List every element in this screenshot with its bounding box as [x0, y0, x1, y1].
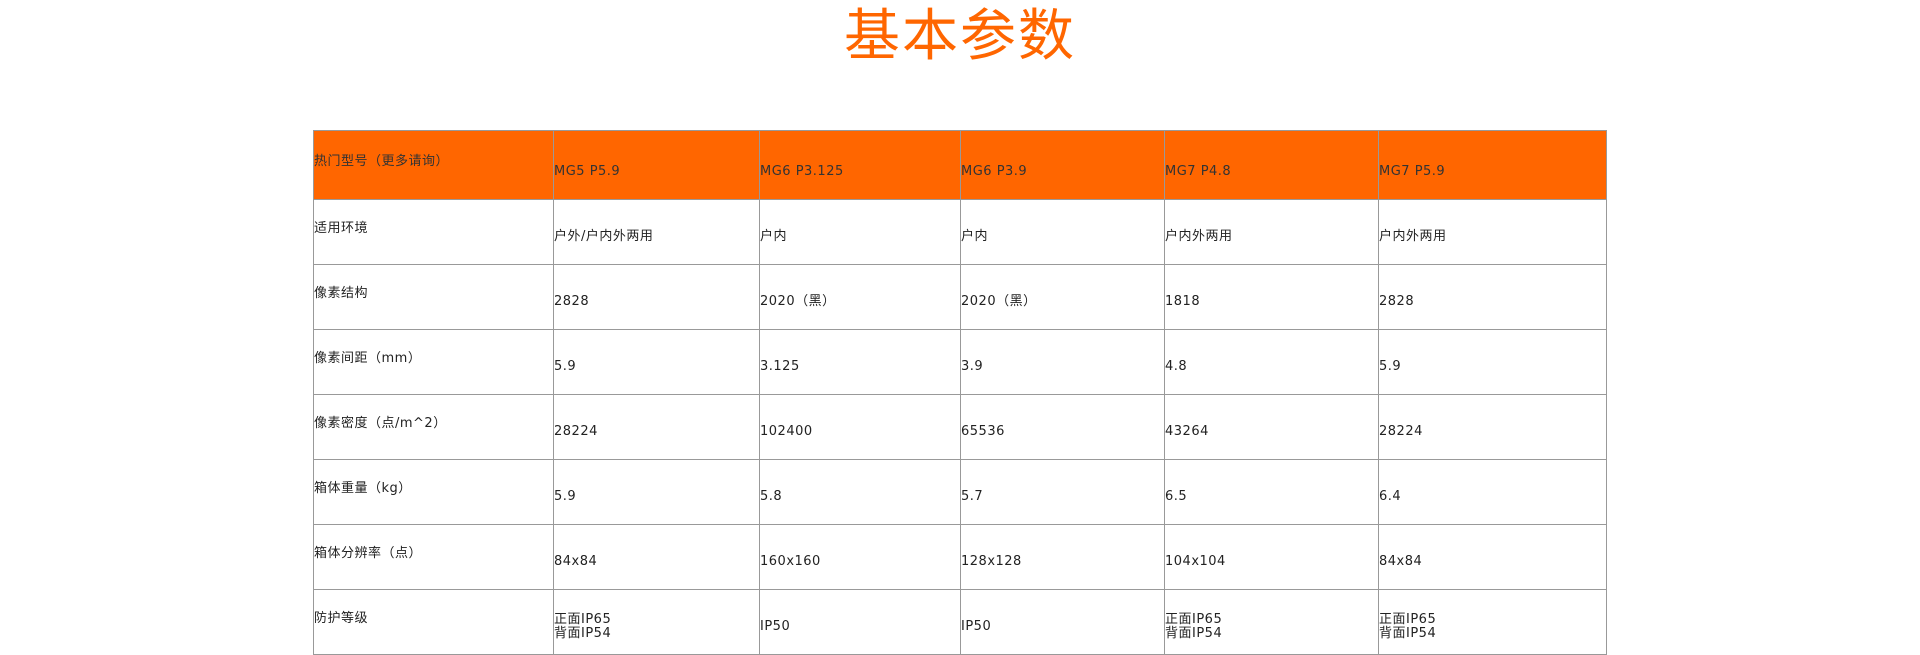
table-cell: 102400: [759, 394, 961, 460]
table-cell: 5.9: [1378, 329, 1607, 395]
table-cell: 户内: [960, 199, 1165, 265]
table-cell: 2828: [553, 264, 760, 330]
table-cell: 6.4: [1378, 459, 1607, 525]
table-cell: IP50: [759, 589, 961, 655]
table-row: 适用环境 户外/户内外两用 户内 户内 户内外两用 户内外两用: [313, 199, 1607, 265]
header-model: MG7 P5.9: [1378, 130, 1607, 200]
page-title: 基本参数: [844, 4, 1076, 69]
cell-line: IP50: [961, 619, 992, 634]
table-cell: 28224: [1378, 394, 1607, 460]
table-cell: 6.5: [1164, 459, 1379, 525]
table-cell: 5.9: [553, 459, 760, 525]
table-cell: 65536: [960, 394, 1165, 460]
table-cell: 户内: [759, 199, 961, 265]
row-label: 防护等级: [313, 589, 554, 655]
table-cell: 2020（黑）: [960, 264, 1165, 330]
table-cell: 正面IP65 背面IP54: [1164, 589, 1379, 655]
cell-line: 正面IP65: [1379, 612, 1437, 627]
cell-line: 背面IP54: [1379, 626, 1437, 641]
table-cell: 正面IP65 背面IP54: [1378, 589, 1607, 655]
table-cell: 5.7: [960, 459, 1165, 525]
header-model: MG6 P3.125: [759, 130, 961, 200]
table-cell: 128x128: [960, 524, 1165, 590]
row-label: 适用环境: [313, 199, 554, 265]
table-row: 防护等级 正面IP65 背面IP54 IP50 IP50 正面IP65 背面IP54 正面IP…: [313, 589, 1607, 655]
table-cell: 84x84: [1378, 524, 1607, 590]
table-cell: 正面IP65 背面IP54: [553, 589, 760, 655]
row-label: 像素间距（mm）: [313, 329, 554, 395]
table-cell: 户内外两用: [1164, 199, 1379, 265]
cell-line: IP50: [760, 619, 791, 634]
table-cell: 84x84: [553, 524, 760, 590]
row-label: 像素结构: [313, 264, 554, 330]
header-label: 热门型号（更多请询）: [313, 130, 554, 200]
header-model: MG6 P3.9: [960, 130, 1165, 200]
table-cell: 4.8: [1164, 329, 1379, 395]
spec-table: 热门型号（更多请询） MG5 P5.9 MG6 P3.125 MG6 P3.9 MG7 …: [313, 130, 1607, 655]
table-cell: 43264: [1164, 394, 1379, 460]
table-cell: 104x104: [1164, 524, 1379, 590]
header-model: MG7 P4.8: [1164, 130, 1379, 200]
row-label: 像素密度（点/m^2）: [313, 394, 554, 460]
table-cell: 5.9: [553, 329, 760, 395]
table-cell: 3.125: [759, 329, 961, 395]
cell-line: 背面IP54: [554, 626, 612, 641]
table-cell: 5.8: [759, 459, 961, 525]
cell-line: 正面IP65: [1165, 612, 1223, 627]
table-cell: 160x160: [759, 524, 961, 590]
table-cell: 3.9: [960, 329, 1165, 395]
table-cell: 1818: [1164, 264, 1379, 330]
table-row: 箱体分辨率（点） 84x84 160x160 128x128 104x104 84x84: [313, 524, 1607, 590]
table-cell: 28224: [553, 394, 760, 460]
row-label: 箱体重量（kg）: [313, 459, 554, 525]
table-row: 像素间距（mm） 5.9 3.125 3.9 4.8 5.9: [313, 329, 1607, 395]
table-cell: 户内外两用: [1378, 199, 1607, 265]
table-cell: 2020（黑）: [759, 264, 961, 330]
table-row: 像素结构 2828 2020（黑） 2020（黑） 1818 2828: [313, 264, 1607, 330]
cell-line: 背面IP54: [1165, 626, 1223, 641]
table-cell: 户外/户内外两用: [553, 199, 760, 265]
table-cell: IP50: [960, 589, 1165, 655]
table-row: 像素密度（点/m^2） 28224 102400 65536 43264 28224: [313, 394, 1607, 460]
row-label: 箱体分辨率（点）: [313, 524, 554, 590]
table-header-row: 热门型号（更多请询） MG5 P5.9 MG6 P3.125 MG6 P3.9 MG7 …: [313, 130, 1607, 200]
cell-line: 正面IP65: [554, 612, 612, 627]
table-cell: 2828: [1378, 264, 1607, 330]
header-model: MG5 P5.9: [553, 130, 760, 200]
table-row: 箱体重量（kg） 5.9 5.8 5.7 6.5 6.4: [313, 459, 1607, 525]
